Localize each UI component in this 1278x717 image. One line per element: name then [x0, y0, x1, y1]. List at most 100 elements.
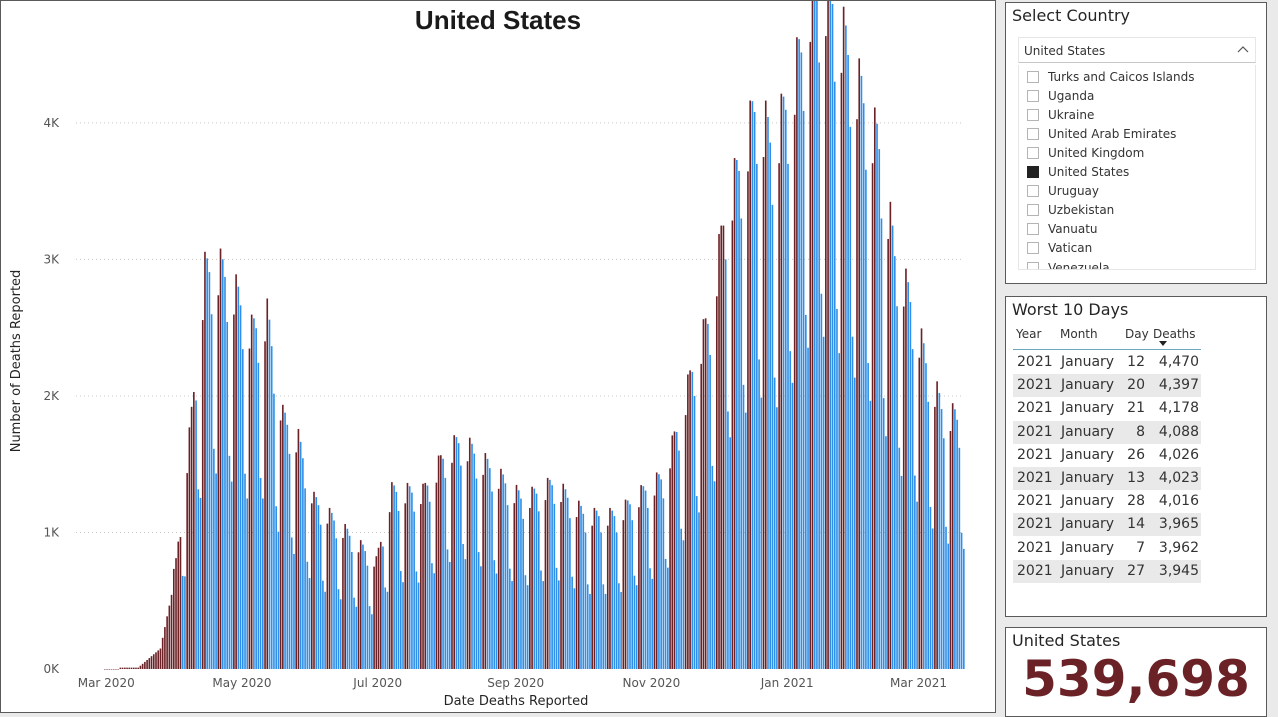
- bar: [658, 474, 660, 669]
- country-option[interactable]: Ukraine: [1027, 105, 1094, 124]
- cell-day: 20: [1127, 377, 1145, 394]
- bar: [155, 652, 157, 669]
- bar: [533, 488, 536, 669]
- x-tick-label: May 2020: [212, 676, 271, 690]
- bar: [537, 511, 540, 669]
- column-header-deaths[interactable]: Deaths: [1153, 327, 1196, 341]
- checkbox[interactable]: [1027, 70, 1039, 83]
- bar: [753, 111, 756, 669]
- table-row[interactable]: 2021 January 21 4,178: [1013, 397, 1201, 420]
- country-list[interactable]: Turks and Caicos Islands Uganda Ukraine Uni…: [1018, 65, 1256, 270]
- table-row[interactable]: 2021 January 26 4,026: [1013, 444, 1201, 467]
- country-option[interactable]: Uzbekistan: [1027, 201, 1114, 220]
- bar: [440, 455, 442, 669]
- bar: [424, 482, 427, 669]
- bar: [542, 581, 545, 669]
- checkbox[interactable]: [1027, 146, 1039, 159]
- column-header-day[interactable]: Day: [1125, 327, 1149, 341]
- checkbox[interactable]: [1027, 127, 1039, 140]
- table-row[interactable]: 2021 January 28 4,016: [1013, 490, 1201, 513]
- table-row[interactable]: 2021 January 13 4,023: [1013, 467, 1201, 490]
- bar: [626, 500, 629, 669]
- checkbox[interactable]: [1027, 261, 1039, 269]
- bar: [793, 114, 796, 669]
- checkbox[interactable]: [1027, 108, 1039, 121]
- table-row[interactable]: 2021 January 14 3,965: [1013, 513, 1201, 537]
- deaths-bar-chart[interactable]: 0K 1K 2K 3K 4K Mar 2020 May 2020 Jul 2020 Sep 20…: [1, 1, 997, 714]
- bar: [620, 591, 622, 669]
- cell-day: 27: [1127, 562, 1145, 579]
- bar: [593, 507, 596, 669]
- bar: [190, 406, 193, 669]
- cell-month: January: [1061, 562, 1115, 579]
- checkbox[interactable]: [1027, 242, 1039, 255]
- bar: [731, 220, 734, 669]
- table-row[interactable]: 2021 January 7 3,962: [1013, 537, 1201, 560]
- bar: [112, 669, 115, 670]
- table-row[interactable]: 2021 January 20 4,397: [1013, 374, 1201, 398]
- bar: [914, 475, 916, 669]
- bar: [646, 507, 649, 669]
- cell-month: January: [1061, 470, 1115, 486]
- bar: [233, 314, 235, 669]
- checkbox[interactable]: [1027, 204, 1039, 217]
- bar: [909, 302, 912, 669]
- bar: [729, 437, 731, 669]
- bar: [219, 248, 222, 669]
- checkbox[interactable]: [1027, 89, 1039, 102]
- country-dropdown[interactable]: United States: [1018, 37, 1256, 63]
- cell-deaths: 3,945: [1158, 562, 1199, 579]
- bar: [451, 462, 453, 669]
- bar: [675, 431, 678, 669]
- bar: [822, 336, 825, 669]
- country-option-label: Uzbekistan: [1048, 203, 1115, 218]
- bar: [210, 314, 213, 669]
- country-option[interactable]: United Kingdom: [1027, 143, 1144, 162]
- country-option[interactable]: Vanuatu: [1027, 220, 1098, 239]
- bar: [780, 93, 783, 669]
- checkbox-checked[interactable]: [1027, 166, 1039, 178]
- bar: [898, 447, 901, 669]
- bar: [206, 258, 208, 669]
- bar: [342, 537, 344, 669]
- country-option[interactable]: Uruguay: [1027, 182, 1099, 201]
- country-option[interactable]: Uganda: [1027, 86, 1094, 105]
- table-row[interactable]: 2021 January 8 4,088: [1013, 420, 1201, 444]
- bar: [747, 171, 749, 669]
- bar: [164, 627, 166, 669]
- bar: [262, 498, 264, 669]
- table-row[interactable]: 2021 January 12 4,470: [1013, 351, 1201, 374]
- cell-deaths: 3,965: [1158, 516, 1199, 533]
- bar: [615, 532, 618, 669]
- bar: [771, 204, 774, 669]
- bar: [642, 486, 645, 669]
- country-option[interactable]: Vatican: [1027, 239, 1092, 258]
- country-option-label: Vatican: [1048, 241, 1093, 256]
- country-option[interactable]: United Arab Emirates: [1027, 124, 1176, 143]
- bar: [649, 568, 651, 669]
- country-option[interactable]: Turks and Caicos Islands: [1027, 67, 1194, 86]
- country-option[interactable]: United States: [1027, 163, 1129, 182]
- checkbox[interactable]: [1027, 185, 1039, 198]
- column-header-year[interactable]: Year: [1016, 327, 1042, 341]
- checkbox[interactable]: [1027, 223, 1039, 236]
- bar: [831, 3, 834, 669]
- bar: [513, 503, 516, 669]
- bar: [960, 532, 963, 669]
- table-row[interactable]: 2021 January 27 3,945: [1013, 559, 1201, 583]
- bar: [221, 259, 224, 669]
- country-option[interactable]: Venezuela: [1027, 258, 1110, 269]
- bar: [224, 276, 226, 669]
- bar: [146, 659, 148, 669]
- bar: [613, 516, 616, 669]
- bar: [791, 382, 794, 669]
- cell-year: 2021: [1017, 423, 1053, 440]
- bar: [193, 392, 195, 669]
- bar: [420, 504, 422, 669]
- bar: [217, 295, 220, 669]
- bar: [259, 477, 262, 669]
- chevron-up-icon[interactable]: [1237, 44, 1249, 56]
- bar: [464, 559, 467, 669]
- column-header-month[interactable]: Month: [1060, 327, 1098, 341]
- bar: [947, 543, 950, 669]
